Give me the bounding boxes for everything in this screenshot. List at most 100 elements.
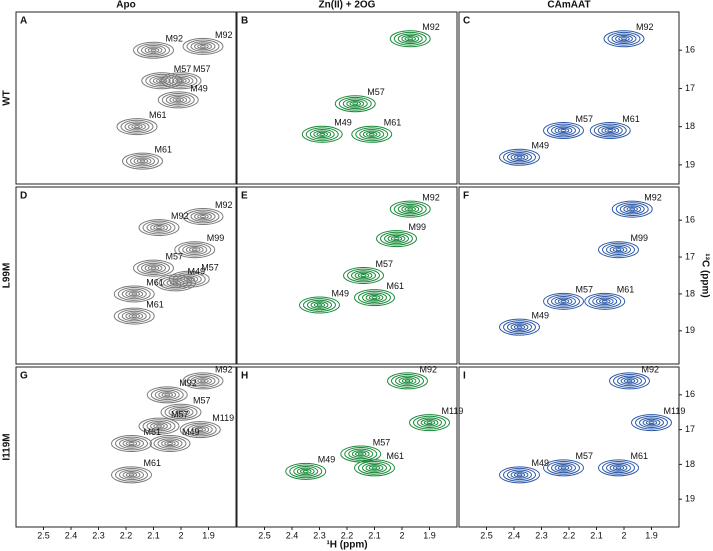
contour-line [607,31,641,46]
contour-line [194,427,206,433]
peak [113,285,155,303]
y-tick-label: 18 [685,121,695,131]
peak-label: M57 [576,285,594,295]
contour-line [200,379,206,383]
contour-line [642,418,661,427]
contour-line [621,37,627,41]
peak-label: M61 [146,299,164,309]
contour-line [499,466,540,484]
contour-line [499,148,540,166]
peak-label: M92 [636,22,654,32]
x-tick-label: 1.9 [645,530,658,540]
contour-line [607,129,614,132]
contour-line [398,377,417,385]
contour-line [603,30,645,48]
peak [301,125,343,143]
contour-line [125,290,144,298]
peak [609,372,650,390]
contour-line [131,314,138,318]
contour-line [178,410,184,414]
y-tick-label: 17 [685,83,695,93]
contour-line [349,101,361,107]
peak [155,274,196,292]
x-tick-label: 2.2 [563,530,576,540]
peak-label: M49 [532,311,550,321]
contour-line [165,94,191,106]
peak-label: M92 [171,211,189,221]
peak-label: M49 [332,288,350,298]
contour-line [351,450,370,458]
contour-line [639,417,664,428]
contour-line [156,424,162,428]
peak-label: M61 [144,427,162,437]
x-tick-label: 2 [399,530,404,540]
panel-frame [15,366,237,528]
contour-line [125,312,144,320]
contour-line [606,462,631,474]
peak-label: M61 [146,277,164,287]
contour-line [285,462,327,480]
contour-line [554,126,573,135]
contour-line [362,292,387,303]
contour-line [303,298,336,312]
y-tick-label: 19 [685,494,695,504]
contour-line [615,466,622,470]
contour-line [612,247,625,253]
contour-line [178,242,212,257]
contour-line [150,223,168,232]
contour-line [307,299,332,311]
contour-line [150,422,168,430]
contour-line [175,409,187,415]
peak [174,241,216,259]
contour-line [606,244,631,255]
peak-label: M57 [193,396,211,406]
y-axis-label: ¹³C (ppm) [699,253,710,297]
x-tick-label: 1.9 [423,530,436,540]
contour-line [645,420,658,426]
contour-line [602,242,635,257]
y-tick-label: 19 [685,159,695,169]
contour-line [543,459,584,477]
contour-line [348,448,374,460]
peak-label: M92 [215,30,233,40]
contour-line [190,211,216,222]
contour-line [121,310,147,322]
peak [138,219,180,237]
column-title: Zn(II) + 2OG [319,0,376,11]
x-tick-label: 2.4 [286,530,299,540]
contour-line [357,452,364,456]
panel-letter: A [20,16,27,27]
contour-line [499,318,540,336]
contour-line [158,79,165,83]
contour-line [626,379,633,383]
contour-line [160,403,202,421]
column-title: CAmAAT [547,0,590,11]
contour-line [191,425,210,434]
contour-line [366,131,378,137]
contour-line [551,125,576,136]
peak-label: M57 [201,263,219,273]
contour-line [128,473,135,477]
contour-line [592,296,618,307]
peak [146,386,188,404]
contour-line [604,127,616,134]
contour-line [543,292,584,310]
contour-line [146,420,172,432]
contour-line [609,245,628,254]
peak-label: M49 [190,83,208,93]
x-axis-label: ¹H (ppm) [326,540,367,551]
peak-label: M119 [442,406,464,416]
contour-line [166,279,185,287]
peak [389,30,431,48]
peak [598,459,639,477]
contour-line [609,464,628,472]
contour-line [124,121,150,132]
contour-line [395,375,420,387]
contour-line [186,374,220,388]
x-tick-label: 2.2 [341,530,354,540]
contour-line [611,33,637,45]
contour-line [368,132,375,136]
peak-label: M49 [532,458,550,468]
contour-line [334,95,376,113]
peak [584,292,626,310]
